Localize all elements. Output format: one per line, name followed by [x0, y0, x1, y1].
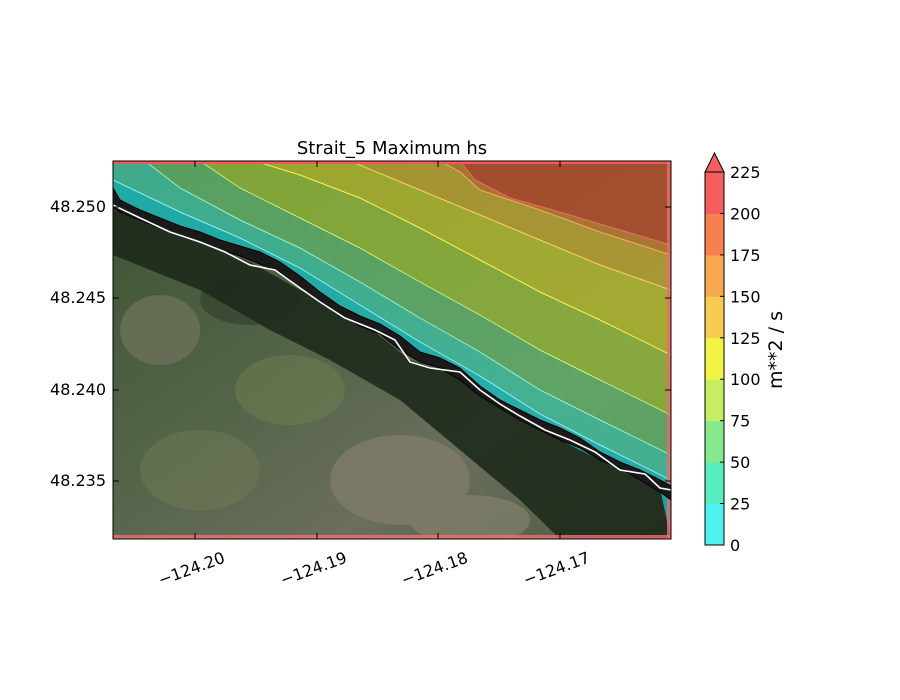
x-tick-label: −124.19	[278, 548, 350, 590]
edge-right-red	[667, 161, 671, 539]
y-tick-label: 48.245	[50, 288, 106, 307]
colorbar-tick-label: 75	[730, 412, 750, 431]
y-tick-label: 48.240	[50, 380, 106, 399]
colorbar-segment	[705, 379, 724, 422]
colorbar-segment	[705, 337, 724, 380]
contour-fills	[113, 161, 671, 539]
map-area	[113, 161, 671, 539]
colorbar-segment	[705, 172, 724, 214]
colorbar-segment	[705, 296, 724, 339]
colorbar-segment	[705, 254, 724, 297]
coastline	[113, 204, 671, 491]
contour-lines	[113, 161, 671, 481]
colorbar-segment	[705, 503, 724, 546]
colorbar-tick-label: 25	[730, 495, 750, 514]
x-tick-label: −124.18	[399, 548, 471, 590]
y-axis: 48.250 48.245 48.240 48.235	[50, 197, 671, 490]
colorbar-unit-label: m**2 / s	[765, 311, 787, 389]
colorbar: 0 25 50 75 100 125 150 175 200 225	[704, 151, 761, 555]
colorbar-tick-label: 100	[730, 370, 761, 389]
colorbar-tick-label: 225	[730, 163, 761, 182]
edge-top-red	[113, 161, 671, 164]
x-tick-label: −124.20	[156, 548, 228, 590]
colorbar-segment	[705, 462, 724, 505]
band-175-200	[460, 161, 671, 245]
colorbar-outline	[704, 171, 725, 546]
y-tick-label: 48.235	[50, 471, 106, 490]
axes-frame	[112, 160, 672, 540]
x-tick-label: −124.17	[521, 548, 593, 590]
colorbar-tick-label: 175	[730, 246, 761, 265]
colorbar-tick-label: 125	[730, 329, 761, 348]
colorbar-tick-label: 0	[730, 536, 740, 555]
chart-title: Strait_5 Maximum hs	[297, 138, 487, 159]
edge-bottom-red	[113, 535, 671, 539]
colorbar-segment	[705, 420, 724, 463]
forest-strip	[113, 210, 671, 539]
colorbar-tick-label: 150	[730, 287, 761, 306]
colorbar-extend-arrow	[704, 151, 725, 173]
colorbar-tick-label: 200	[730, 204, 761, 223]
colorbar-segment	[705, 213, 724, 256]
y-tick-label: 48.250	[50, 197, 106, 216]
colorbar-tick-label: 50	[730, 453, 750, 472]
